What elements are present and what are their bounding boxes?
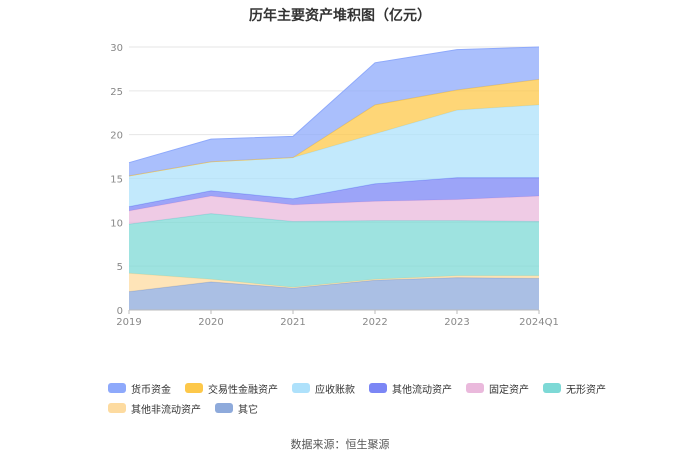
- legend: 货币资金 交易性金融资产 应收账款 其他流动资产 固定资产 无形资产 其他非流动…: [108, 378, 628, 418]
- legend-item[interactable]: 货币资金: [108, 378, 171, 398]
- series-area: [129, 177, 539, 211]
- y-tick-label: 0: [117, 306, 123, 317]
- x-tick-label: 2024Q1: [519, 317, 559, 328]
- legend-item[interactable]: 应收账款: [292, 378, 355, 398]
- legend-swatch: [543, 383, 561, 393]
- legend-swatch: [215, 403, 233, 413]
- y-tick-label: 10: [110, 218, 123, 229]
- series-area: [129, 277, 539, 310]
- legend-label: 应收账款: [315, 384, 355, 396]
- series-area: [129, 47, 539, 176]
- y-tick-label: 30: [110, 43, 123, 54]
- legend-label: 其他非流动资产: [131, 404, 201, 416]
- legend-swatch: [466, 383, 484, 393]
- x-tick-label: 2023: [444, 317, 469, 328]
- legend-item[interactable]: 无形资产: [543, 378, 606, 398]
- legend-label: 货币资金: [131, 384, 171, 396]
- x-tick-label: 2022: [362, 317, 387, 328]
- legend-label: 固定资产: [489, 384, 529, 396]
- source-note: 数据来源：恒生聚源: [290, 438, 390, 451]
- x-tick-label: 2021: [280, 317, 305, 328]
- x-tick-label: 2019: [116, 317, 141, 328]
- area-series: [128, 46, 540, 310]
- x-tick-label: 2020: [198, 317, 223, 328]
- legend-label: 交易性金融资产: [208, 384, 278, 396]
- legend-swatch: [292, 383, 310, 393]
- y-tick-label: 25: [110, 87, 123, 98]
- y-tick-label: 15: [110, 175, 123, 186]
- legend-item[interactable]: 交易性金融资产: [185, 378, 278, 398]
- legend-swatch: [369, 383, 387, 393]
- series-area: [129, 104, 539, 207]
- legend-swatch: [108, 383, 126, 393]
- series-line: [128, 46, 540, 164]
- series-area: [129, 79, 539, 176]
- legend-swatch: [108, 403, 126, 413]
- chart-title: 历年主要资产堆积图（亿元）: [249, 8, 431, 24]
- legend-label: 无形资产: [566, 384, 606, 396]
- y-tick-label: 20: [110, 131, 123, 142]
- axes: 0 5 10 15 20 25 30 2019 2020 2021 2022 2023 2024Q1: [110, 43, 559, 328]
- series-area: [129, 196, 539, 225]
- legend-label: 其它: [238, 404, 258, 416]
- legend-label: 其他流动资产: [392, 384, 452, 396]
- legend-swatch: [185, 383, 203, 393]
- series-area: [129, 273, 539, 292]
- y-tick-label: 5: [117, 262, 123, 273]
- series-area: [129, 213, 539, 288]
- legend-item[interactable]: 固定资产: [466, 378, 529, 398]
- legend-item[interactable]: 其他非流动资产: [108, 398, 201, 418]
- legend-item[interactable]: 其他流动资产: [369, 378, 452, 398]
- legend-item[interactable]: 其它: [215, 398, 258, 418]
